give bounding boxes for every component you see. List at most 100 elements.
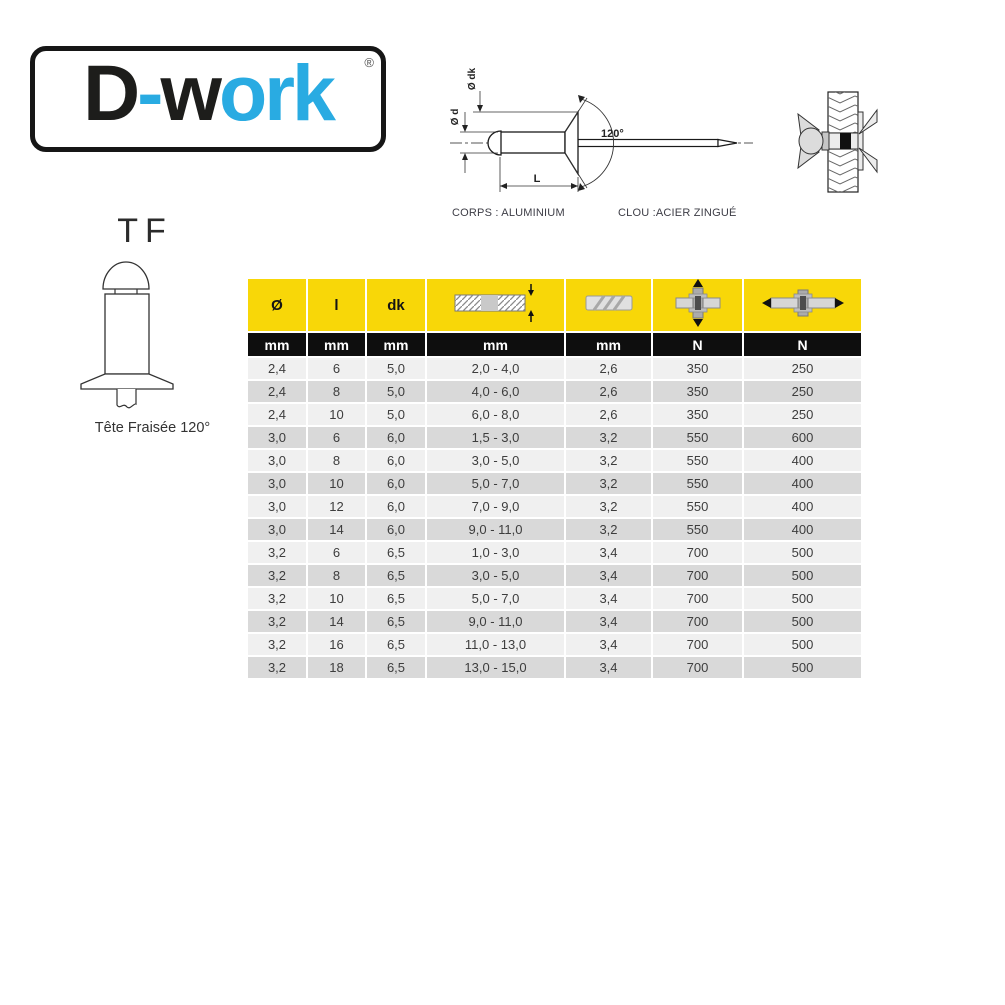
table-cell: 6 [308, 358, 365, 379]
table-row: 3,2 14 6,5 9,0 - 11,0 3,4 700 500 [248, 611, 861, 632]
table-cell: 3,0 - 5,0 [427, 450, 564, 471]
table-cell: 2,6 [566, 358, 651, 379]
table-cell: 2,4 [248, 381, 306, 402]
table-cell: 500 [744, 657, 861, 678]
table-cell: 700 [653, 657, 742, 678]
table-cell: 400 [744, 450, 861, 471]
table-cell: 500 [744, 588, 861, 609]
table-cell: 3,4 [566, 657, 651, 678]
product-type-code: TF [117, 212, 173, 250]
table-cell: 14 [308, 519, 365, 540]
table-cell: 2,0 - 4,0 [427, 358, 564, 379]
table-cell: 6 [308, 542, 365, 563]
table-row: 3,2 16 6,5 11,0 - 13,0 3,4 700 500 [248, 634, 861, 655]
table-header-row: Ø l dk [248, 279, 861, 331]
table-row: 2,4 8 5,0 4,0 - 6,0 2,6 350 250 [248, 381, 861, 402]
table-cell: 550 [653, 450, 742, 471]
table-cell: 2,6 [566, 381, 651, 402]
table-cell: 3,2 [248, 611, 306, 632]
table-cell: 6,0 [367, 473, 425, 494]
unit-cell: mm [427, 333, 564, 356]
logo-letter-w: w [160, 48, 221, 137]
unit-cell: mm [248, 333, 306, 356]
logo-letters-ork: ork [218, 48, 336, 137]
table-cell: 8 [308, 450, 365, 471]
table-cell: 600 [744, 427, 861, 448]
table-cell: 350 [653, 381, 742, 402]
table-cell: 3,2 [566, 450, 651, 471]
tensile-strength-icon [675, 279, 720, 327]
nail-material-label: CLOU :ACIER ZINGUÉ [618, 207, 737, 219]
table-cell: 3,4 [566, 588, 651, 609]
product-type-caption: Tête Fraisée 120° [94, 420, 211, 436]
table-cell: 5,0 - 7,0 [427, 473, 564, 494]
table-cell: 3,4 [566, 634, 651, 655]
table-cell: 3,2 [248, 565, 306, 586]
table-cell: 6 [308, 427, 365, 448]
unit-cell: N [744, 333, 861, 356]
table-cell: 1,0 - 3,0 [427, 542, 564, 563]
table-cell: 6,5 [367, 588, 425, 609]
tf-rivet-drawing-icon [80, 261, 174, 409]
table-cell: 2,6 [566, 404, 651, 425]
logo-wordmark: D - w ork [35, 45, 381, 141]
table-cell: 3,0 [248, 496, 306, 517]
table-row: 3,0 8 6,0 3,0 - 5,0 3,2 550 400 [248, 450, 861, 471]
table-cell: 250 [744, 358, 861, 379]
rivet-technical-drawing-icon: Ø d Ø dk 120° L [450, 67, 753, 192]
table-cell: 13,0 - 15,0 [427, 657, 564, 678]
table-cell: 10 [308, 473, 365, 494]
table-cell: 3,2 [566, 496, 651, 517]
table-cell: 9,0 - 11,0 [427, 519, 564, 540]
table-cell: 5,0 - 7,0 [427, 588, 564, 609]
table-cell: 12 [308, 496, 365, 517]
table-cell: 3,2 [248, 634, 306, 655]
table-cell: 3,2 [248, 542, 306, 563]
table-cell: 3,0 [248, 519, 306, 540]
table-cell: 6,5 [367, 565, 425, 586]
table-cell: 6,0 - 8,0 [427, 404, 564, 425]
table-cell: 500 [744, 634, 861, 655]
table-cell: 3,0 [248, 450, 306, 471]
table-cell: 14 [308, 611, 365, 632]
table-cell: 700 [653, 565, 742, 586]
table-cell: 5,0 [367, 404, 425, 425]
table-cell: 6,5 [367, 611, 425, 632]
table-cell: 18 [308, 657, 365, 678]
table-cell: 2,4 [248, 358, 306, 379]
table-cell: 3,4 [566, 542, 651, 563]
table-cell: 8 [308, 565, 365, 586]
logo-letter-d: D [83, 48, 140, 137]
table-row: 3,0 12 6,0 7,0 - 9,0 3,2 550 400 [248, 496, 861, 517]
table-cell: 550 [653, 473, 742, 494]
table-row: 3,0 10 6,0 5,0 - 7,0 3,2 550 400 [248, 473, 861, 494]
table-units-row: mm mm mm mm mm N N [248, 333, 861, 356]
table-cell: 3,2 [566, 473, 651, 494]
table-cell: 400 [744, 473, 861, 494]
dim-dk-label: Ø dk [467, 67, 478, 90]
table-cell: 5,0 [367, 358, 425, 379]
logo-hyphen: - [137, 48, 163, 137]
table-row: 3,2 6 6,5 1,0 - 3,0 3,4 700 500 [248, 542, 861, 563]
table-cell: 3,2 [566, 519, 651, 540]
col-header-head-diameter: dk [367, 279, 425, 331]
table-row: 2,4 10 5,0 6,0 - 8,0 2,6 350 250 [248, 404, 861, 425]
table-row: 3,0 14 6,0 9,0 - 11,0 3,2 550 400 [248, 519, 861, 540]
spec-table: Ø l dk [246, 277, 863, 680]
table-row: 3,0 6 6,0 1,5 - 3,0 3,2 550 600 [248, 427, 861, 448]
table-cell: 3,4 [566, 611, 651, 632]
table-cell: 700 [653, 634, 742, 655]
col-header-shear-strength [744, 279, 861, 331]
table-cell: 10 [308, 404, 365, 425]
table-cell: 16 [308, 634, 365, 655]
table-cell: 1,5 - 3,0 [427, 427, 564, 448]
table-cell: 400 [744, 496, 861, 517]
table-cell: 400 [744, 519, 861, 540]
col-header-drill-hole [566, 279, 651, 331]
table-cell: 6,0 [367, 519, 425, 540]
table-cell: 5,0 [367, 381, 425, 402]
table-cell: 3,2 [566, 427, 651, 448]
table-cell: 7,0 - 9,0 [427, 496, 564, 517]
table-row: 3,2 10 6,5 5,0 - 7,0 3,4 700 500 [248, 588, 861, 609]
